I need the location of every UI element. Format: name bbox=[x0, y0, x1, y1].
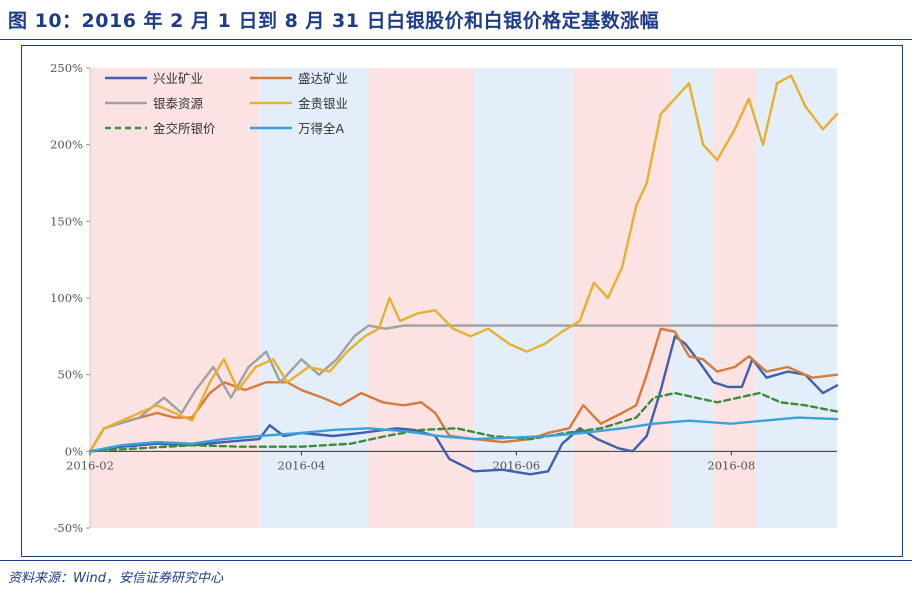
shaded-band bbox=[755, 68, 837, 528]
source-note: 资料来源：Wind，安信证券研究中心 bbox=[8, 571, 223, 586]
legend-label: 万得全A bbox=[298, 121, 345, 136]
legend-label: 盛达矿业 bbox=[298, 71, 348, 86]
series-lines bbox=[88, 74, 839, 476]
shaded-band bbox=[368, 68, 475, 528]
chart-title: 图 10：2016 年 2 月 1 日到 8 月 31 日白银股价和白银价格定基… bbox=[8, 10, 660, 32]
series-line bbox=[88, 74, 839, 453]
y-tick-label: 250% bbox=[50, 61, 83, 75]
series-line bbox=[88, 324, 839, 453]
y-tick-label: 100% bbox=[50, 291, 83, 305]
title-rule bbox=[0, 39, 912, 40]
series-line bbox=[88, 335, 839, 476]
axes: 250% 200% 150% 100% 50% 0% -50% 2016-02 2016-04 2… bbox=[50, 61, 837, 535]
y-tick-label: 200% bbox=[50, 138, 83, 152]
x-tick-label: 2016-04 bbox=[278, 458, 326, 472]
y-tick-label: 150% bbox=[50, 214, 83, 228]
legend-label: 金贵银业 bbox=[298, 96, 348, 111]
legend-label: 银泰资源 bbox=[153, 96, 204, 111]
y-tick-label: 50% bbox=[57, 368, 83, 382]
legend-label: 金交所银价 bbox=[153, 121, 216, 136]
shaded-band bbox=[90, 68, 260, 528]
legend-label: 兴业矿业 bbox=[153, 71, 203, 86]
series-line bbox=[88, 416, 839, 453]
x-tick-label: 2016-02 bbox=[66, 458, 114, 472]
y-tick-label: 0% bbox=[65, 444, 83, 458]
chart-frame bbox=[21, 45, 903, 557]
source-rule bbox=[0, 560, 912, 561]
y-tick-label: -50% bbox=[54, 521, 84, 535]
series-line bbox=[88, 391, 839, 453]
x-tick-label: 2016-08 bbox=[707, 458, 755, 472]
